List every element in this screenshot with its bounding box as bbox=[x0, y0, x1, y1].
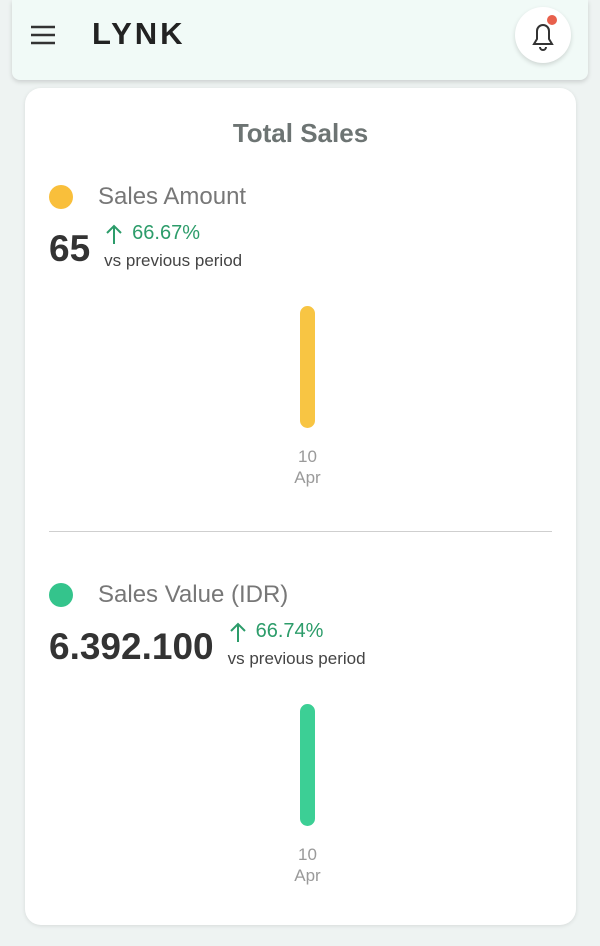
metric-section: Sales Value (IDR) 6.392.100 66.74% vs previ… bbox=[25, 486, 576, 886]
change-caption: vs previous period bbox=[104, 251, 243, 270]
app-header: LYNK bbox=[12, 0, 588, 80]
bar-chart: 10 Apr bbox=[25, 306, 576, 487]
metric-value: 65 bbox=[49, 228, 91, 269]
metric-stat: 6.392.100 66.74% vs previous period bbox=[49, 620, 366, 669]
legend-dot bbox=[49, 583, 73, 607]
metric-name: Sales Amount bbox=[98, 183, 247, 210]
metric-change-block: 66.67% vs previous period bbox=[104, 222, 242, 271]
change-percent: 66.74% bbox=[228, 620, 366, 643]
legend-dot bbox=[49, 185, 73, 209]
x-tick-label: 10 Apr bbox=[294, 447, 321, 487]
x-tick-label: 10 Apr bbox=[294, 845, 321, 885]
logo[interactable]: LYNK bbox=[92, 16, 186, 51]
change-caption: vs previous period bbox=[227, 649, 366, 668]
menu-button[interactable] bbox=[30, 24, 56, 46]
metric-section: Sales Amount 65 66.67% vs previous period 10… bbox=[25, 88, 576, 532]
metric-stat: 65 66.67% vs previous period bbox=[49, 222, 242, 271]
metric-change-block: 66.74% vs previous period bbox=[228, 620, 366, 669]
up-arrow bbox=[106, 224, 122, 244]
up-arrow bbox=[229, 622, 246, 642]
change-text: 66.74% bbox=[255, 620, 324, 642]
bar bbox=[300, 704, 315, 826]
bar bbox=[300, 306, 315, 428]
change-text: 66.67% bbox=[132, 222, 200, 244]
bar-chart: 10 Apr bbox=[25, 704, 576, 885]
metric-value: 6.392.100 bbox=[49, 626, 214, 667]
divider bbox=[49, 531, 552, 532]
sales-card: Total Sales Sales Amount 65 66.67% vs previ… bbox=[25, 88, 576, 925]
notification-button[interactable] bbox=[515, 7, 571, 63]
metric-name: Sales Value (IDR) bbox=[98, 581, 289, 608]
bell-icon bbox=[532, 15, 557, 51]
card-title: Total Sales bbox=[232, 118, 369, 148]
change-percent: 66.67% bbox=[104, 222, 242, 245]
